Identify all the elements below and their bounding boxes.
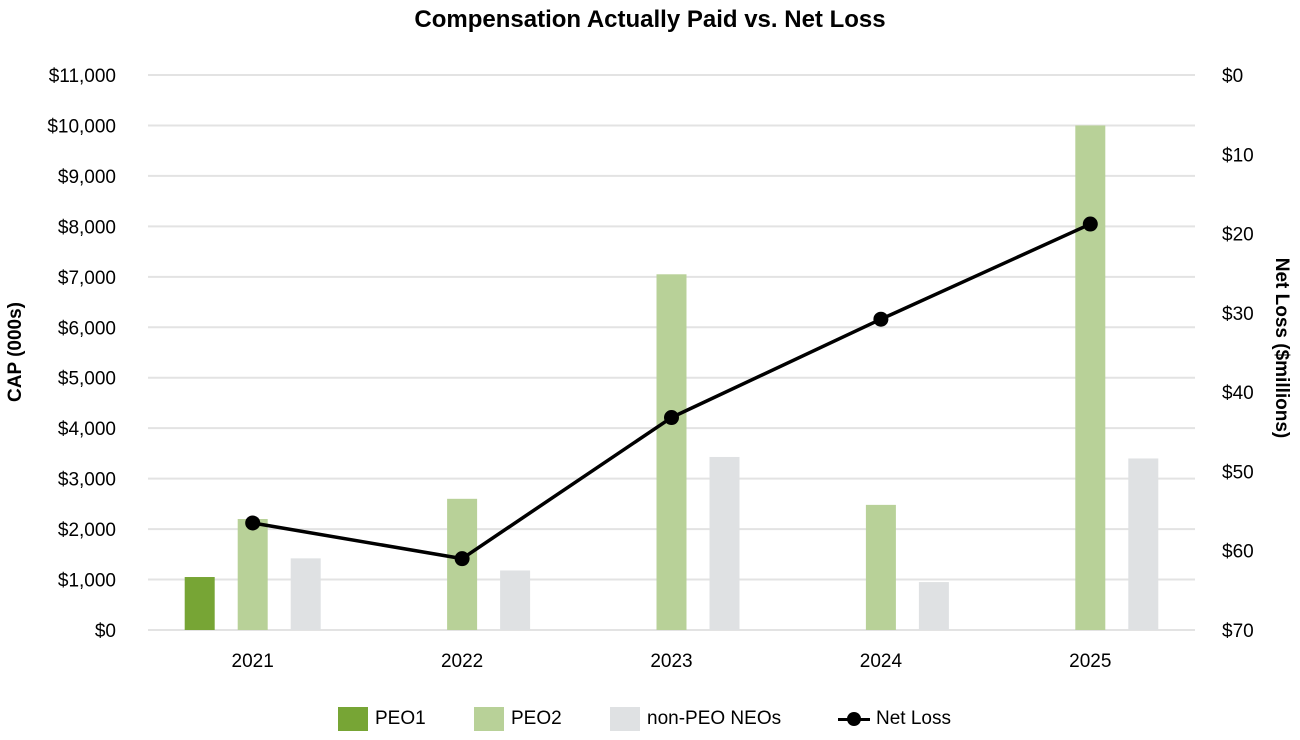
bar-non-peo-neos <box>500 570 531 630</box>
legend-swatch-net-loss <box>838 707 870 731</box>
bar-non-peo-neos <box>1128 458 1159 630</box>
y-tick-label: $6,000 <box>58 318 116 339</box>
legend-item-peo1: PEO1 <box>338 704 426 734</box>
x-tick-label: 2021 <box>232 651 274 672</box>
bar-peo1 <box>184 577 215 630</box>
legend-label-peo1: PEO1 <box>375 708 426 729</box>
net-loss-point <box>664 410 679 426</box>
bars <box>184 125 1159 631</box>
bar-peo2 <box>1075 125 1106 631</box>
legend: PEO1 PEO2 non-PEO NEOs Net Loss <box>0 704 1300 734</box>
bar-non-peo-neos <box>918 582 949 630</box>
bar-non-peo-neos <box>709 456 740 630</box>
y-tick-label: $11,000 <box>49 66 116 87</box>
y-tick-label: $10,000 <box>47 116 116 137</box>
chart-plot: $0 $1,000 $2,000 $3,000 $4,000 $5,000 $6,000 $7… <box>5 66 1292 672</box>
y-tick-label: $8,000 <box>58 217 116 238</box>
bar-non-peo-neos <box>290 558 321 630</box>
legend-swatch-peo1 <box>338 707 368 731</box>
net-loss-point <box>873 311 889 327</box>
y2-axis-title: Net Loss ($millions) <box>1271 258 1292 439</box>
legend-item-net-loss: Net Loss <box>838 704 951 734</box>
legend-label-non-peo-neos: non-PEO NEOs <box>647 708 782 729</box>
bar-peo2 <box>656 274 687 630</box>
legend-label-peo2: PEO2 <box>511 708 562 729</box>
tick-labels: $0 $1,000 $2,000 $3,000 $4,000 $5,000 $6,000 $7… <box>47 66 1253 672</box>
y-tick-label: $0 <box>95 621 116 642</box>
y-tick-label: $4,000 <box>58 419 116 440</box>
y-tick-label: $1,000 <box>58 571 116 592</box>
y-tick-label: $7,000 <box>58 268 116 289</box>
y2-tick-label: $30 <box>1222 304 1254 325</box>
y2-tick-label: $0 <box>1222 66 1243 87</box>
x-tick-label: 2023 <box>650 651 692 672</box>
x-tick-label: 2025 <box>1069 651 1111 672</box>
legend-item-non-peo-neos: non-PEO NEOs <box>610 704 781 734</box>
net-loss-line <box>245 216 1098 567</box>
legend-item-peo2: PEO2 <box>474 704 562 734</box>
y-tick-label: $5,000 <box>58 369 116 390</box>
y2-tick-label: $50 <box>1222 462 1254 483</box>
y2-tick-label: $20 <box>1222 225 1254 246</box>
bar-peo2 <box>865 504 896 630</box>
y2-tick-label: $10 <box>1222 145 1254 166</box>
chart-title: Compensation Actually Paid vs. Net Loss <box>414 6 886 33</box>
net-loss-point <box>454 551 470 567</box>
legend-swatch-peo2 <box>474 707 504 731</box>
net-loss-point <box>1082 216 1098 232</box>
y2-tick-label: $40 <box>1222 383 1254 404</box>
legend-label-net-loss: Net Loss <box>876 708 951 729</box>
y-axis-title: CAP (000s) <box>5 302 26 402</box>
y2-tick-label: $60 <box>1222 542 1254 563</box>
y2-tick-label: $70 <box>1222 621 1254 642</box>
x-tick-label: 2024 <box>860 651 903 672</box>
net-loss-point <box>245 515 261 531</box>
y-tick-label: $9,000 <box>58 167 116 188</box>
x-tick-label: 2022 <box>441 651 483 672</box>
y-tick-label: $3,000 <box>58 470 116 491</box>
legend-swatch-non-peo-neos <box>610 707 640 731</box>
y-tick-label: $2,000 <box>58 520 116 541</box>
bar-peo2 <box>237 519 268 630</box>
